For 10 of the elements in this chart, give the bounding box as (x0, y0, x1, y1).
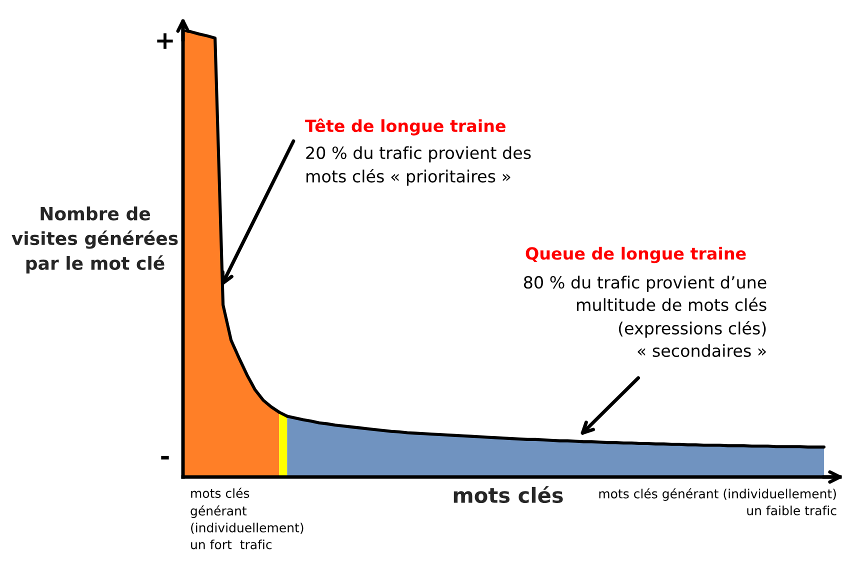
annotation: 20 % du trafic provient des mots clés « prioritaires » (306, 146, 531, 186)
text: - (161, 456, 169, 460)
y-axis-title: Nombre de visites générées par le mot clé (12, 206, 178, 274)
annotation: 80 % du trafic provient d’une multitude de mots clés (expressions clés) « secondaires » (524, 276, 766, 358)
annotation: Queue de longue traine (526, 246, 746, 264)
annotation: Tête de longue traine (305, 118, 506, 136)
text: + (157, 33, 173, 49)
text: mots clés générant (individuellement) un fort trafic (190, 488, 304, 550)
text: mots clés générant (individuellement) un faible trafic (599, 488, 836, 516)
x-axis-title: mots clés (454, 486, 563, 504)
